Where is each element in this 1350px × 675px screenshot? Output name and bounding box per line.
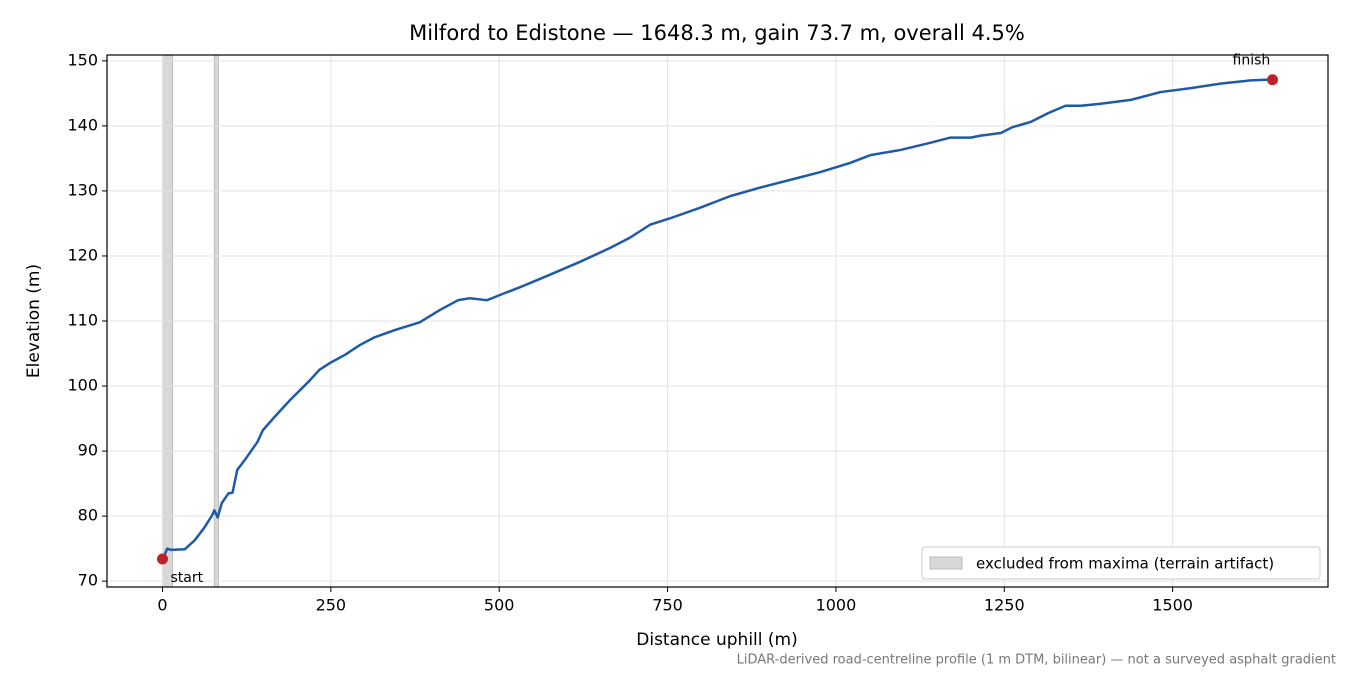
- x-axis-label: Distance uphill (m): [636, 630, 797, 650]
- x-tick-label: 250: [316, 596, 347, 615]
- chart-title: Milford to Edistone — 1648.3 m, gain 73.…: [409, 21, 1025, 45]
- y-tick-label: 90: [78, 441, 98, 460]
- endpoint-marker: [1267, 74, 1279, 86]
- marker-label: finish: [1233, 53, 1271, 69]
- y-tick-label: 140: [67, 115, 98, 134]
- y-tick-label: 120: [67, 245, 98, 264]
- legend-label: excluded from maxima (terrain artifact): [976, 555, 1274, 573]
- y-tick-label: 150: [67, 50, 98, 69]
- y-tick-label: 110: [67, 311, 98, 330]
- y-axis-label: Elevation (m): [24, 264, 44, 378]
- y-tick-label: 100: [67, 376, 98, 395]
- elevation-line: [161, 78, 1273, 560]
- y-tick-label: 70: [78, 571, 98, 590]
- x-tick-label: 1500: [1152, 596, 1193, 615]
- legend-box: [921, 546, 1321, 580]
- x-tick-label: 1000: [816, 596, 857, 615]
- y-tick-label: 130: [67, 180, 98, 199]
- legend-swatch: [929, 556, 963, 570]
- x-tick-label: 500: [484, 596, 515, 615]
- marker-label: start: [170, 570, 203, 586]
- endpoint-marker: [156, 553, 168, 565]
- footnote: LiDAR-derived road-centreline profile (1…: [737, 653, 1336, 668]
- x-tick-label: 1250: [984, 596, 1025, 615]
- plot-frame: [106, 54, 1329, 588]
- y-tick-label: 80: [78, 506, 98, 525]
- x-tick-label: 750: [652, 596, 683, 615]
- x-tick-label: 0: [157, 596, 167, 615]
